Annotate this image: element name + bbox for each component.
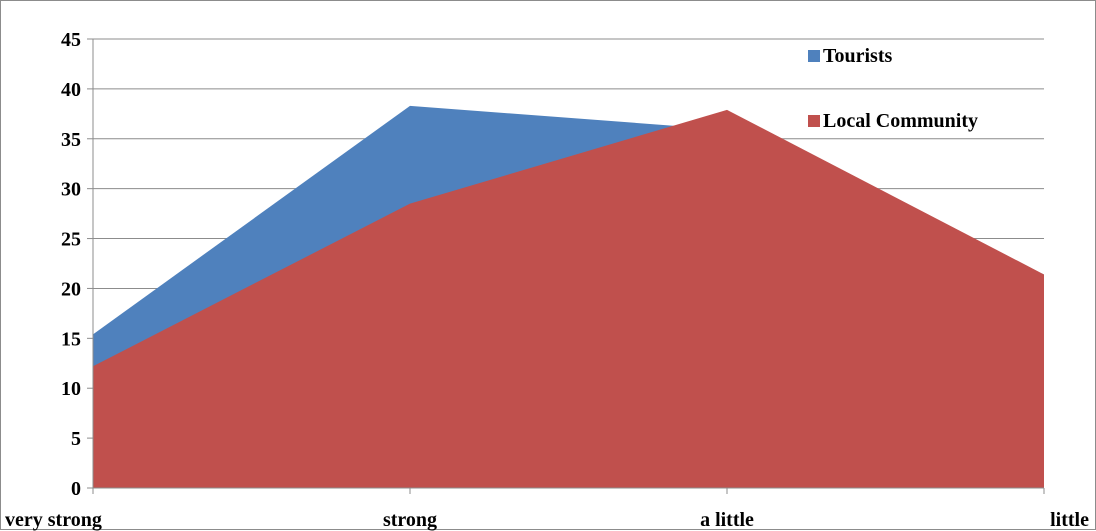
y-tick-label-9: 45 (61, 29, 81, 51)
y-tick-label-4: 20 (61, 278, 81, 300)
legend-label-1: Local Community (823, 110, 978, 132)
x-axis-ticks: very strong strong a little little (5, 488, 1089, 531)
y-tick-label-2: 10 (61, 378, 81, 400)
y-tick-label-3: 15 (61, 328, 81, 350)
y-tick-label-0: 0 (71, 478, 81, 500)
y-tick-label-1: 5 (71, 428, 81, 450)
y-tick-label-5: 25 (61, 229, 81, 251)
series-areas (93, 105, 1044, 489)
x-tick-label-3: little (1050, 509, 1089, 531)
legend: Tourists Local Community (808, 45, 978, 132)
x-tick-label-2: a little (700, 509, 754, 531)
series-area-1 (93, 109, 1044, 488)
x-tick-label-1: strong (383, 509, 437, 531)
y-axis-ticks: 0 5 10 15 20 25 30 35 40 45 (61, 29, 93, 500)
x-tick-label-0: very strong (5, 509, 102, 531)
legend-swatch-1 (808, 115, 820, 127)
y-tick-label-7: 35 (61, 129, 81, 151)
y-tick-label-6: 30 (61, 179, 81, 201)
legend-label-0: Tourists (823, 45, 893, 67)
y-tick-label-8: 40 (61, 79, 81, 101)
axes (92, 39, 1044, 489)
legend-swatch-0 (808, 50, 820, 62)
